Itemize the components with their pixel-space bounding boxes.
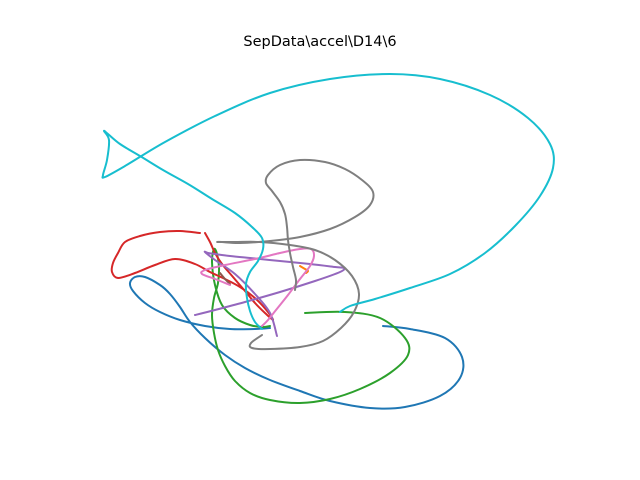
series-line-8 — [216, 158, 375, 351]
series-line-5 — [194, 250, 346, 337]
series-line-10 — [101, 73, 555, 330]
series-line-3 — [210, 247, 411, 405]
series-line-1 — [128, 275, 465, 410]
series-line-4 — [110, 229, 275, 322]
chart-title: SepData\accel\D14\6 — [243, 34, 397, 50]
series-line-6 — [219, 272, 231, 285]
